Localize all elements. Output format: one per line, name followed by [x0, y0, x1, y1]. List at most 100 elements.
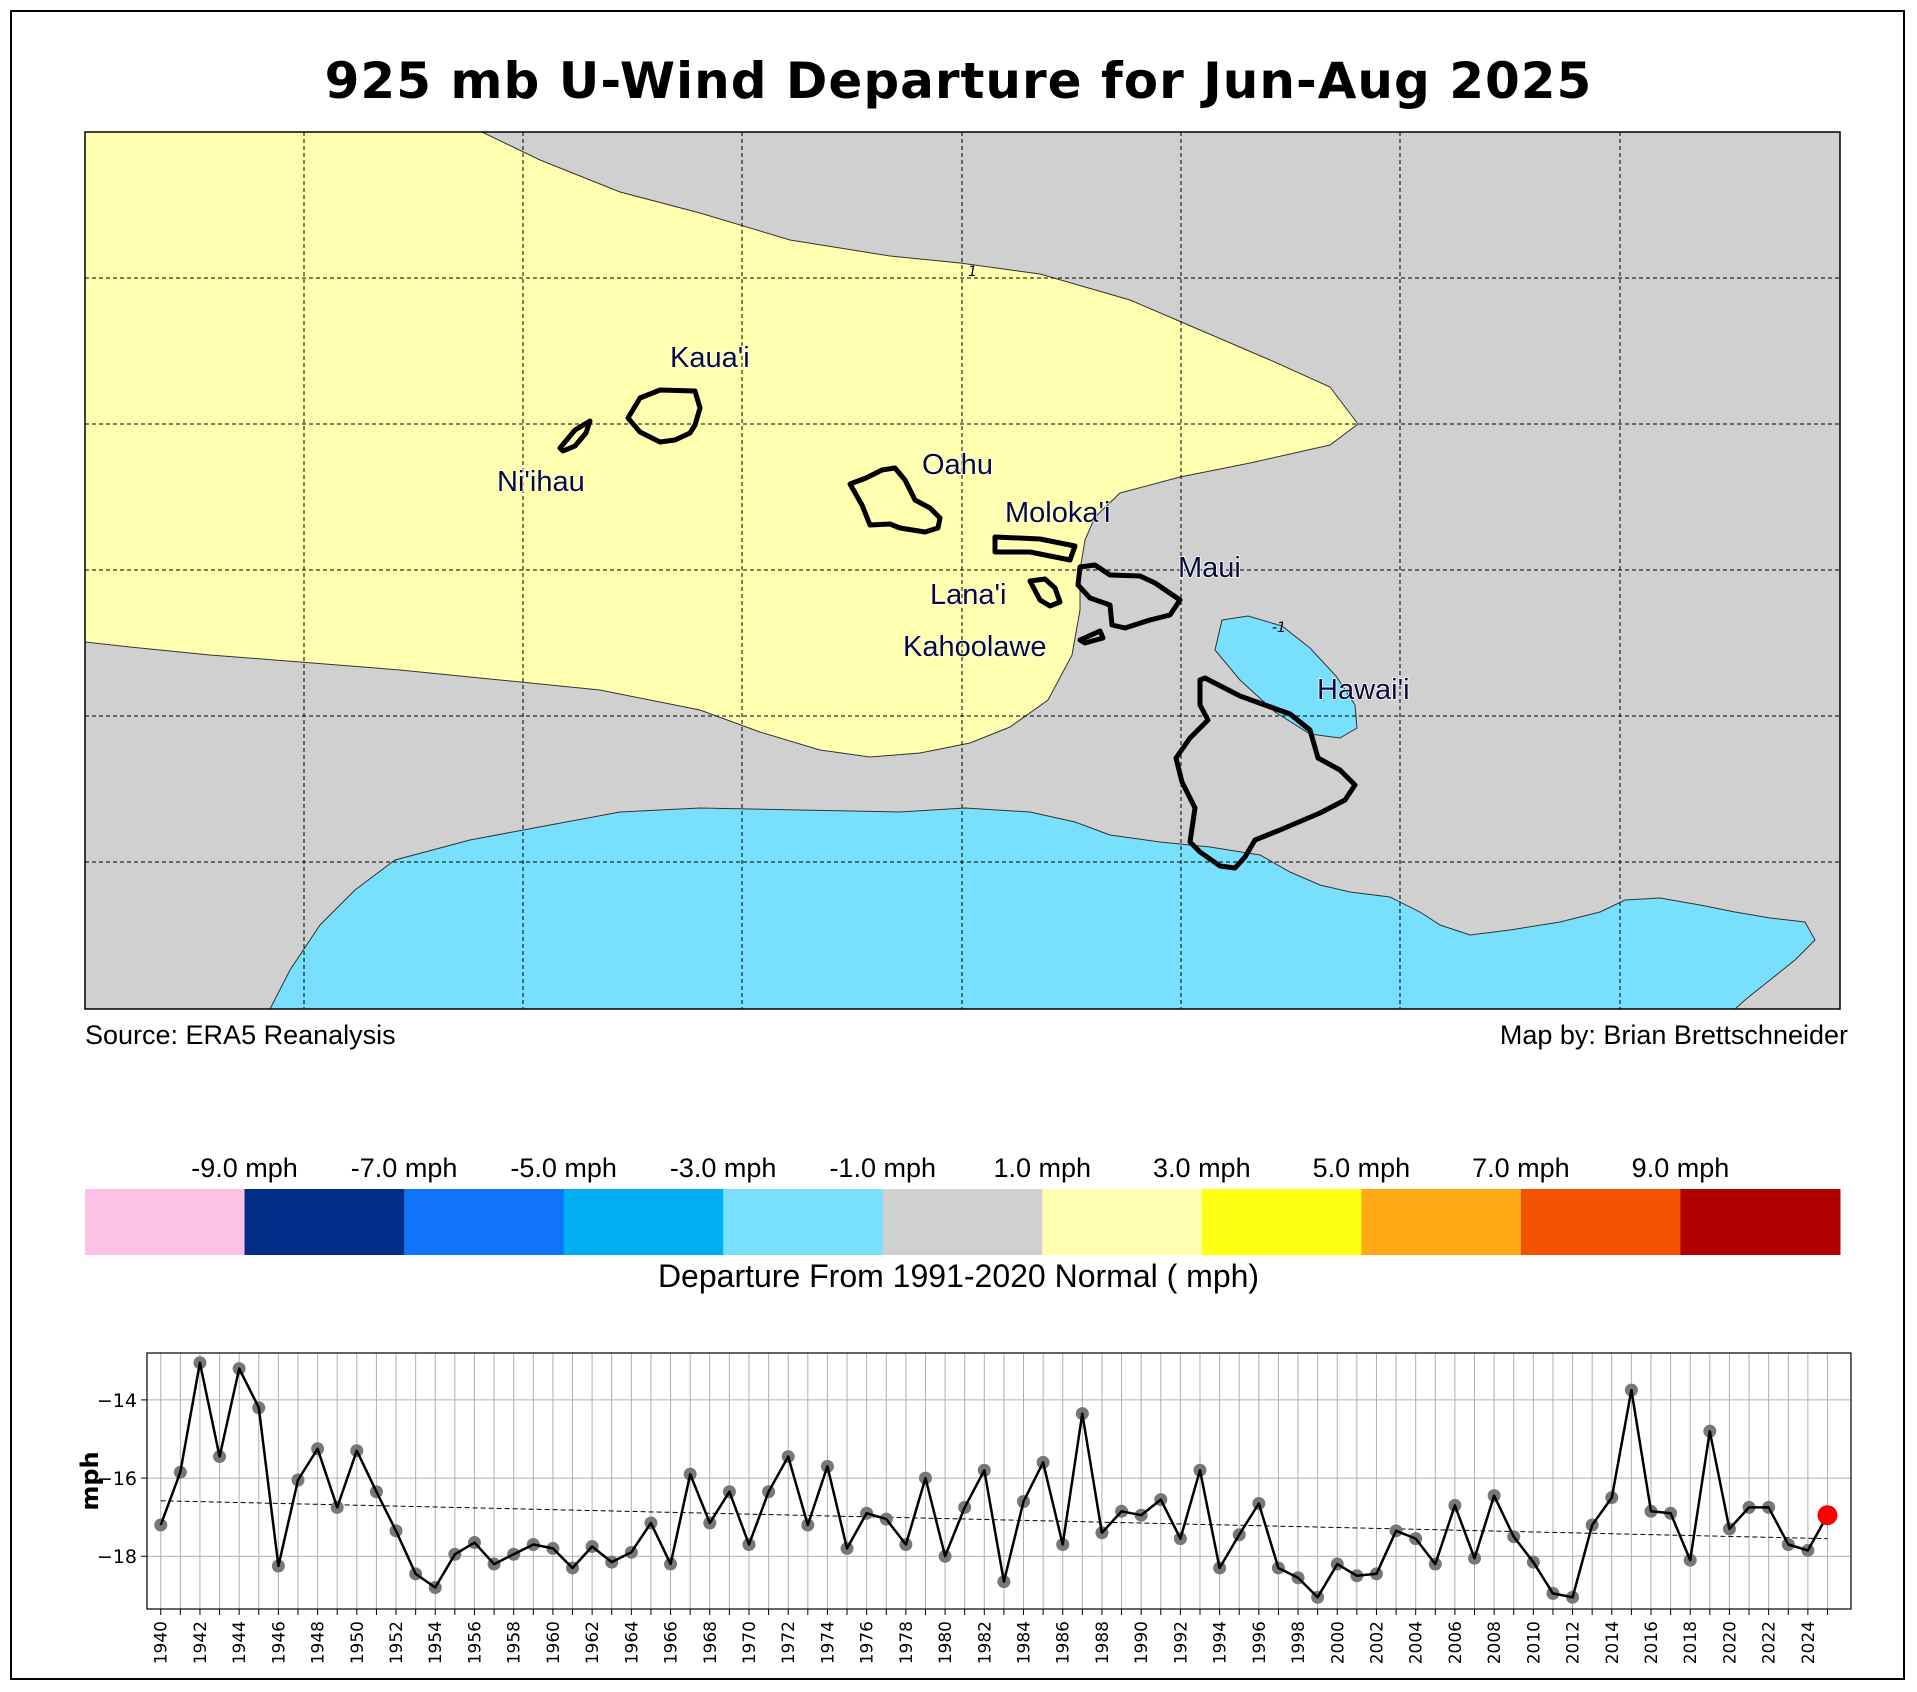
x-tick-label: 1942	[191, 1621, 211, 1664]
x-tick-label: 1970	[740, 1621, 760, 1664]
x-tick-label: 1956	[465, 1621, 485, 1664]
hawaii-outline	[1173, 675, 1358, 871]
x-tick-label: 2018	[1681, 1621, 1701, 1664]
x-tick-label: 2012	[1564, 1621, 1584, 1664]
x-tick-label: 2014	[1603, 1621, 1623, 1664]
negative-departure-region-south	[269, 807, 1816, 1009]
island-labels: Kaua'i Ni'ihau Oahu Moloka'i Maui Lana'i…	[496, 341, 1410, 707]
x-tick-label: 1940	[152, 1621, 172, 1664]
maui-outline	[1075, 562, 1183, 631]
y-axis-label: mph	[76, 1451, 104, 1510]
y-tick-label: −18	[97, 1546, 137, 1568]
x-tick-label: 2000	[1328, 1621, 1348, 1664]
credit-label: Map by: Brian Brettschneider	[1499, 1020, 1848, 1050]
x-tick-label: 1964	[622, 1621, 642, 1664]
x-tick-label: 1944	[230, 1621, 250, 1664]
timeseries-grid	[147, 1353, 1851, 1609]
x-tick-label: 2006	[1446, 1621, 1466, 1664]
map-gridlines	[85, 132, 1840, 1009]
x-tick-label: 1946	[269, 1621, 289, 1664]
niihau-outline	[557, 418, 593, 454]
colorbar-tick-labels: -9.0 mph -7.0 mph -5.0 mph -3.0 mph -1.0 mph…	[191, 1153, 1729, 1183]
kahoolawe-outline	[1077, 628, 1106, 646]
island-label-kahoolawe: Kahoolawe	[903, 631, 1047, 663]
colorbar-tick-label: 7.0 mph	[1472, 1153, 1570, 1183]
x-tick-label: 2016	[1642, 1621, 1662, 1664]
x-tick-label: 1968	[701, 1621, 721, 1664]
colorbar-swatch	[404, 1189, 565, 1255]
x-tick-label: 1982	[975, 1621, 995, 1664]
colorbar-tick-label: -7.0 mph	[351, 1153, 458, 1183]
kauai-outline	[625, 387, 703, 445]
x-tick-label: 1998	[1289, 1621, 1309, 1664]
x-tick-label: 1974	[818, 1621, 838, 1664]
x-tick-label: 1948	[309, 1621, 329, 1664]
island-label-hawaii: Hawai'i	[1317, 674, 1410, 706]
colorbar-tick-label: -3.0 mph	[670, 1153, 777, 1183]
colorbar: -9.0 mph -7.0 mph -5.0 mph -3.0 mph -1.0 mph…	[85, 1153, 1841, 1255]
x-tick-label: 1966	[662, 1621, 682, 1664]
colorbar-swatches	[85, 1189, 1841, 1255]
page-title: 925 mb U-Wind Departure for Jun-Aug 2025	[324, 52, 1593, 110]
negative-departure-region-hawaii	[1214, 615, 1358, 739]
colorbar-swatch	[1680, 1189, 1841, 1255]
colorbar-swatch	[1042, 1189, 1203, 1255]
series-line	[159, 1361, 1829, 1599]
y-tick-label: −16	[97, 1468, 137, 1490]
timeseries-chart: −14 −16 −18 mph 1940 1942 1944 1946 1948 1950 1952…	[76, 1352, 1852, 1664]
x-tick-label: 1980	[936, 1621, 956, 1664]
oahu-outline	[847, 465, 943, 535]
colorbar-tick-label: -5.0 mph	[510, 1153, 617, 1183]
x-tick-label: 1950	[348, 1621, 368, 1664]
island-label-oahu: Oahu	[922, 449, 993, 481]
x-tick-label: 1994	[1211, 1621, 1231, 1664]
x-tick-label: 2022	[1760, 1621, 1780, 1664]
map-panel: 1 -1 Kaua'i Ni'ihau Oahu Moloka'i Maui L…	[85, 132, 1840, 1009]
colorbar-swatch	[85, 1189, 246, 1255]
y-tick-label: −14	[97, 1390, 137, 1412]
colorbar-tick-label: -9.0 mph	[191, 1153, 298, 1183]
island-label-kauai: Kaua'i	[670, 342, 750, 374]
island-label-lanai: Lana'i	[930, 579, 1007, 611]
x-tick-label: 1986	[1054, 1621, 1074, 1664]
island-outlines	[557, 387, 1358, 871]
x-tick-label: 1976	[858, 1621, 878, 1664]
latest-data-point	[1817, 1505, 1838, 1526]
contour-label-positive: 1	[968, 264, 977, 280]
colorbar-tick-label: -1.0 mph	[829, 1153, 936, 1183]
x-tick-label: 1990	[1132, 1621, 1152, 1664]
colorbar-tick-label: 3.0 mph	[1153, 1153, 1251, 1183]
x-tick-label: 1954	[426, 1621, 446, 1664]
colorbar-swatch	[1520, 1189, 1681, 1255]
lanai-outline	[1027, 576, 1063, 609]
x-tick-label: 1958	[505, 1621, 525, 1664]
x-tick-label: 2008	[1485, 1621, 1505, 1664]
x-tick-label: 1996	[1250, 1621, 1270, 1664]
x-tick-label: 1960	[544, 1621, 564, 1664]
colorbar-swatch	[563, 1189, 724, 1255]
molokai-outline	[992, 534, 1078, 563]
figure-frame	[10, 10, 1905, 1680]
x-tick-label: 1992	[1171, 1621, 1191, 1664]
colorbar-swatch	[244, 1189, 405, 1255]
x-tick-label: 2002	[1367, 1621, 1387, 1664]
colorbar-tick-label: 5.0 mph	[1313, 1153, 1411, 1183]
x-tick-label: 1962	[583, 1621, 603, 1664]
colorbar-title: Departure From 1991-2020 Normal ( mph)	[657, 1258, 1260, 1294]
island-label-molokai: Moloka'i	[1005, 497, 1110, 529]
map-border	[84, 131, 1841, 1010]
x-tick-label: 1984	[1015, 1621, 1035, 1664]
x-tick-label: 2010	[1524, 1621, 1544, 1664]
x-tick-label: 2020	[1720, 1621, 1740, 1664]
colorbar-tick-label: 1.0 mph	[993, 1153, 1091, 1183]
colorbar-swatch	[1361, 1189, 1522, 1255]
x-tick-label: 1952	[387, 1621, 407, 1664]
contour-label-negative: -1	[1272, 620, 1286, 636]
colorbar-swatch	[723, 1189, 884, 1255]
x-tick-label: 1972	[779, 1621, 799, 1664]
source-label: Source: ERA5 Reanalysis	[85, 1020, 396, 1050]
island-label-maui: Maui	[1178, 552, 1241, 584]
colorbar-tick-label: 9.0 mph	[1632, 1153, 1730, 1183]
x-tick-label: 2004	[1407, 1621, 1427, 1664]
